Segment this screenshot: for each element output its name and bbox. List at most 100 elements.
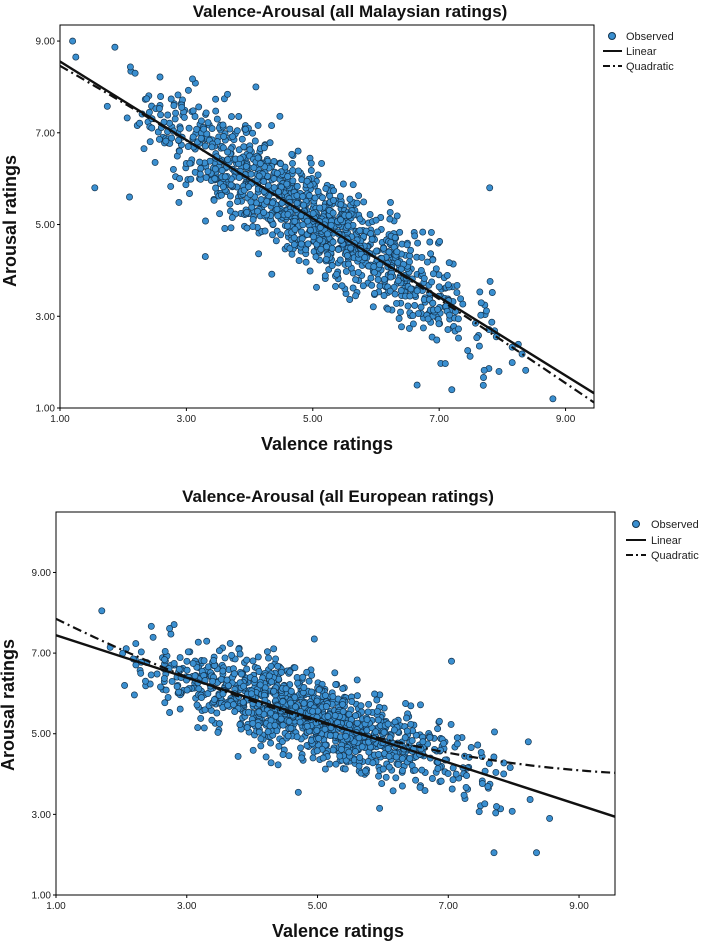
data-point [313,697,321,705]
data-point [418,766,426,774]
data-point [263,197,271,205]
data-point [255,708,263,716]
data-point [424,315,432,323]
data-point [172,109,180,117]
legend-quadratic-label: Quadratic [651,550,699,562]
data-point [230,701,237,709]
data-point [175,665,183,673]
data-point [384,720,392,728]
data-point [270,645,278,653]
data-point [372,728,380,736]
data-point [216,210,224,218]
data-point [370,263,378,271]
data-point [319,754,327,762]
data-point [187,175,195,183]
data-point [219,690,227,698]
data-point [175,136,183,144]
data-point [170,659,178,667]
data-point [226,200,234,208]
data-point [197,714,205,722]
data-point [506,764,514,771]
data-point [434,725,442,733]
y-tick-label: 1.00 [36,404,56,415]
data-point [217,675,225,683]
data-point [466,352,474,360]
data-point [246,190,254,198]
data-point [287,699,295,707]
data-point [173,683,181,690]
data-point [284,210,292,218]
data-point [356,227,364,235]
data-point [368,235,376,243]
data-point [524,738,532,746]
data-point [414,239,422,247]
data-point [367,230,375,238]
data-point [322,255,330,263]
data-point [260,209,268,216]
data-point [194,724,202,732]
data-point [338,745,345,753]
data-point [421,787,429,795]
data-point [155,135,163,143]
data-point [219,121,227,129]
data-point [176,654,184,662]
data-point [379,765,387,773]
data-point [221,173,229,181]
data-point [385,763,393,771]
plot-frame [59,24,595,409]
data-point [393,212,401,220]
data-point [387,198,394,206]
data-point [228,214,236,222]
data-point [305,192,313,200]
data-point [201,253,209,261]
data-point [351,748,359,755]
data-point [285,717,293,725]
data-point [208,143,216,151]
data-point [183,657,191,665]
data-point [375,772,383,780]
data-point [319,194,326,202]
data-point [272,712,280,720]
data-point [189,75,196,83]
data-point [236,721,244,729]
data-point [265,654,272,662]
data-point [491,728,498,736]
y-tick-label: 5.00 [36,220,56,231]
data-point [391,290,399,298]
data-point [72,53,80,61]
data-point [226,192,234,200]
data-point [269,231,276,239]
y-axis-label: Arousal ratings [0,155,20,287]
data-point [310,233,318,241]
data-point [500,770,508,778]
data-point [291,225,299,233]
data-point [284,173,292,180]
data-point [380,244,388,252]
data-point [121,681,129,689]
data-point [455,334,462,342]
data-point [162,137,170,145]
data-point [398,323,405,331]
legend-observed-marker [608,32,616,40]
data-point [151,158,159,166]
data-point [373,707,381,715]
data-point [168,134,176,142]
data-point [183,666,191,674]
data-point [349,284,357,292]
data-point [452,770,460,778]
data-point [486,277,494,285]
data-point [429,270,437,278]
data-point [353,692,361,700]
data-point [143,95,151,103]
data-point [477,748,485,756]
data-point [226,125,234,133]
data-point [459,300,467,308]
data-point [271,721,279,729]
data-point [310,635,318,643]
data-point [290,241,298,249]
data-point [412,731,420,739]
data-point [346,296,354,303]
data-point [349,181,357,189]
data-point [378,780,386,788]
data-point [195,103,203,111]
